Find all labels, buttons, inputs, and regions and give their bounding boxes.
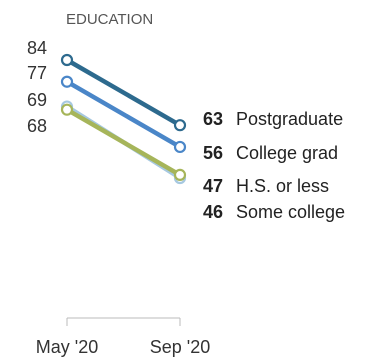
series-point-1-start bbox=[60, 53, 74, 67]
series-line-3 bbox=[64, 107, 183, 178]
end-name-label-2: College grad bbox=[236, 143, 338, 163]
series-point-1-end bbox=[173, 119, 187, 132]
end-value-label-4: 46 bbox=[203, 202, 223, 222]
end-value-label-1: 63 bbox=[203, 109, 223, 129]
series-point-2-end bbox=[173, 140, 187, 154]
series-point-3-end bbox=[173, 168, 187, 181]
series-line-2 bbox=[64, 79, 183, 150]
series-points bbox=[60, 53, 187, 185]
start-value-labels: 84 77 69 68 bbox=[27, 38, 47, 136]
x-axis bbox=[66, 317, 181, 326]
start-label-1: 84 bbox=[27, 38, 47, 58]
start-label-3: 69 bbox=[27, 90, 47, 110]
x-tick-label-1: May '20 bbox=[36, 337, 98, 357]
end-value-label-3: 47 bbox=[203, 176, 223, 196]
series-line-1 bbox=[64, 57, 183, 128]
series-point-2-start bbox=[60, 75, 74, 88]
series-lines bbox=[64, 57, 183, 181]
start-label-4: 68 bbox=[27, 116, 47, 136]
end-name-label-1: Postgraduate bbox=[236, 109, 343, 129]
start-label-2: 77 bbox=[27, 63, 47, 83]
x-tick-label-2: Sep '20 bbox=[150, 337, 211, 357]
series-point-3-start bbox=[60, 103, 74, 116]
end-value-label-2: 56 bbox=[203, 143, 223, 163]
end-name-label-4: Some college bbox=[236, 202, 345, 222]
end-labels: 63 Postgraduate 56 College grad 47 H.S. or le… bbox=[203, 109, 345, 222]
end-name-label-3: H.S. or less bbox=[236, 176, 329, 196]
chart-title: EDUCATION bbox=[66, 11, 153, 28]
x-tick-labels: May '20 Sep '20 bbox=[36, 337, 210, 357]
